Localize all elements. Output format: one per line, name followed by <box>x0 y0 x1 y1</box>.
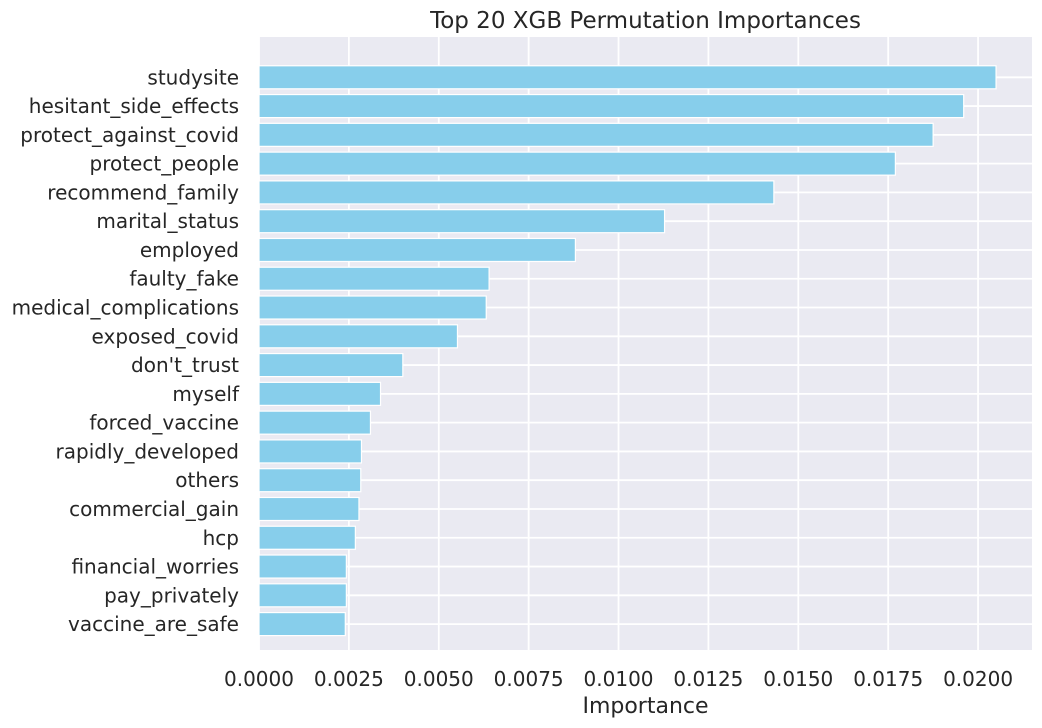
bar <box>258 496 360 522</box>
bar <box>258 381 382 406</box>
bar <box>258 352 404 378</box>
y-tick-label: employed <box>140 238 239 262</box>
y-tick-label: hesitant_side_effects <box>29 94 239 118</box>
bar <box>258 65 997 90</box>
y-tick-label: vaccine_are_safe <box>68 612 239 636</box>
y-tick-label: medical_complications <box>12 296 239 320</box>
x-tick-label: 0.0100 <box>584 667 654 691</box>
y-tick-labels: studysite hesitant_side_effects protect_ag… <box>12 65 240 636</box>
x-tick-label: 0.0125 <box>673 667 743 691</box>
y-tick-label: exposed_covid <box>92 324 239 348</box>
y-tick-label: pay_privately <box>104 583 239 607</box>
x-tick-label: 0.0150 <box>763 667 833 691</box>
y-tick-label: studysite <box>147 65 239 89</box>
y-tick-label: marital_status <box>96 209 239 233</box>
y-tick-label: hcp <box>203 526 239 550</box>
x-tick-label: 0.0175 <box>853 667 923 691</box>
x-axis-label: Importance <box>582 694 708 719</box>
bar <box>258 611 346 637</box>
bar <box>258 583 347 608</box>
y-tick-label: don't_trust <box>131 353 239 377</box>
y-tick-label: rapidly_developed <box>56 439 239 463</box>
x-tick-labels: 0.0000 0.0025 0.0050 0.0075 0.0100 0.0125 0.01… <box>224 667 1013 691</box>
bar <box>258 324 459 349</box>
bar <box>258 237 576 263</box>
y-tick-label: protect_against_covid <box>20 123 239 147</box>
y-tick-label: others <box>175 468 239 492</box>
y-tick-label: forced_vaccine <box>89 411 239 435</box>
x-tick-label: 0.0075 <box>494 667 564 691</box>
bar <box>258 525 356 550</box>
bar <box>258 468 362 493</box>
bar <box>258 295 487 320</box>
bar <box>258 122 934 147</box>
chart-title: Top 20 XGB Permutation Importances <box>429 8 861 34</box>
bar <box>258 180 775 205</box>
bar <box>258 439 363 464</box>
bar <box>258 93 965 119</box>
bar <box>258 266 490 291</box>
bar <box>258 554 347 579</box>
bars <box>258 65 997 637</box>
bar <box>258 209 666 234</box>
y-tick-label: commercial_gain <box>69 497 239 521</box>
y-tick-label: protect_people <box>90 152 240 176</box>
x-tick-label: 0.0200 <box>943 667 1013 691</box>
bar <box>258 151 896 176</box>
x-tick-label: 0.0025 <box>314 667 384 691</box>
y-tick-label: faulty_fake <box>129 267 239 291</box>
bar <box>258 410 372 435</box>
x-tick-label: 0.0050 <box>404 667 474 691</box>
y-tick-label: recommend_family <box>47 180 239 204</box>
y-tick-label: financial_worries <box>71 555 239 579</box>
y-tick-label: myself <box>172 382 240 406</box>
x-tick-label: 0.0000 <box>224 667 294 691</box>
